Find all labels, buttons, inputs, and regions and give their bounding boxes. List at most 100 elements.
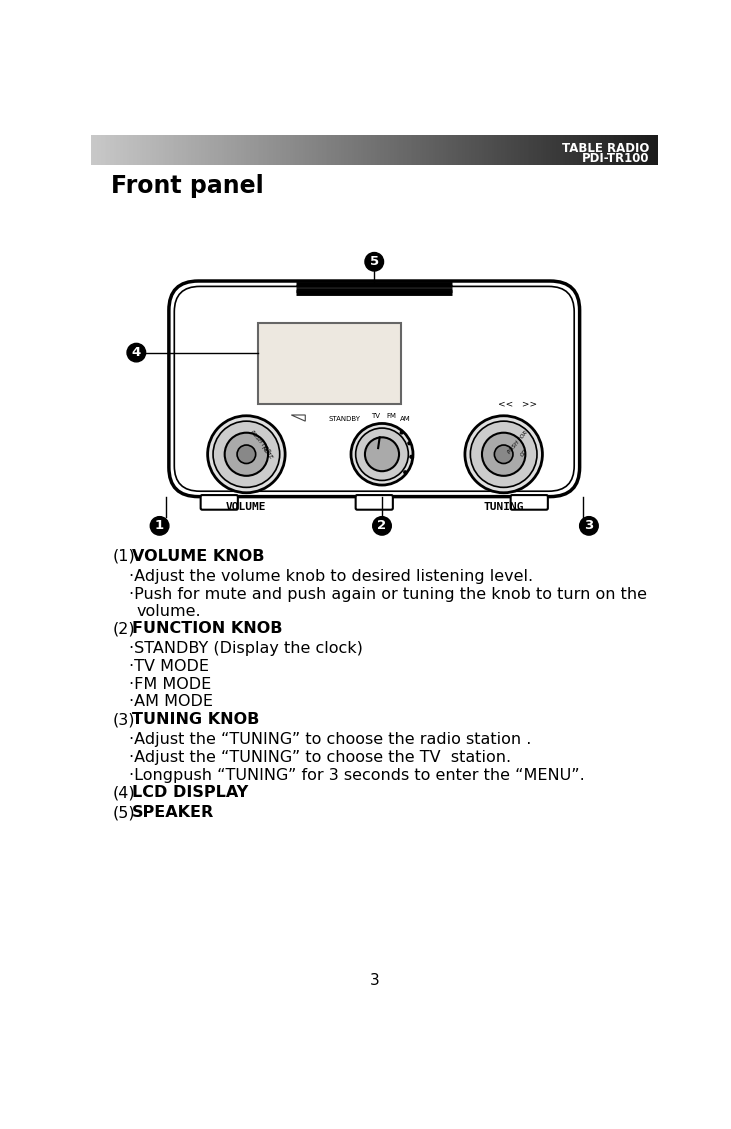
Bar [524,135,526,165]
Circle shape [213,421,280,488]
Bar [188,135,190,165]
Bar [163,135,165,165]
Circle shape [404,471,406,474]
Bar [416,135,418,165]
Bar [629,135,632,165]
Bar [435,135,437,165]
Bar [227,135,230,165]
Bar [429,135,432,165]
Bar [605,135,607,165]
Bar [139,135,141,165]
Bar [637,135,640,165]
Bar [405,135,407,165]
Bar [376,135,379,165]
Bar [609,135,611,165]
Bar [95,135,97,165]
Bar [545,135,547,165]
Bar [425,135,428,165]
Text: ·TV MODE: ·TV MODE [129,659,208,674]
Bar [360,135,362,165]
Bar [325,135,327,165]
Bar [333,135,336,165]
Bar [105,135,107,165]
Bar [409,135,411,165]
Bar [398,135,400,165]
FancyBboxPatch shape [511,496,548,509]
Bar [220,135,222,165]
Bar [463,135,466,165]
Bar [335,135,337,165]
Bar [369,135,371,165]
Bar [654,135,656,165]
Bar [561,135,564,165]
Bar [520,135,523,165]
Bar [307,135,309,165]
Bar [344,135,346,165]
Text: PUSH FOR: PUSH FOR [249,429,271,454]
Bar [341,135,343,165]
Bar [224,135,226,165]
Bar [418,135,420,165]
Bar [448,135,450,165]
Bar [482,135,485,165]
Bar [441,135,443,165]
Bar [197,135,200,165]
Bar [512,135,515,165]
Bar [465,135,468,165]
Bar [588,135,591,165]
Bar [316,135,319,165]
Bar [371,135,373,165]
Bar [276,135,279,165]
Bar [288,135,290,165]
Bar [298,135,300,165]
Bar [643,135,645,165]
Bar [279,135,281,165]
Bar [180,135,183,165]
Text: TUNING KNOB: TUNING KNOB [132,712,259,727]
Bar [244,135,246,165]
Bar [120,135,122,165]
Text: STANDBY: STANDBY [329,415,361,422]
Bar [235,135,237,165]
Bar [169,135,171,165]
Bar [507,135,509,165]
Circle shape [351,423,413,485]
Bar [580,135,583,165]
Bar [361,135,364,165]
Bar [150,135,152,165]
Circle shape [470,421,537,488]
Bar [152,135,154,165]
Bar [129,135,132,165]
Bar [289,135,292,165]
Bar [216,135,219,165]
Text: ·Adjust the “TUNING” to choose the radio station .: ·Adjust the “TUNING” to choose the radio… [129,733,531,747]
Text: 2: 2 [377,519,387,533]
Bar [140,135,143,165]
Bar [143,135,145,165]
Bar [573,135,575,165]
Bar [233,135,235,165]
Bar [480,135,482,165]
Bar [97,135,99,165]
Bar [284,135,287,165]
Bar [167,135,169,165]
Bar [280,135,282,165]
Bar [558,135,560,165]
Bar [299,135,301,165]
Circle shape [482,432,526,475]
Text: PUSH FOR: PUSH FOR [507,429,529,454]
Bar [303,135,305,165]
Bar [505,135,507,165]
Bar [118,135,120,165]
Bar [250,135,252,165]
Bar [635,135,637,165]
Circle shape [465,415,542,492]
Bar [275,135,277,165]
Bar [461,135,463,165]
Circle shape [494,445,513,464]
Bar [184,135,186,165]
Bar [488,135,491,165]
Bar [348,135,350,165]
Bar [628,135,630,165]
Text: VOLUME KNOB: VOLUME KNOB [132,549,264,564]
